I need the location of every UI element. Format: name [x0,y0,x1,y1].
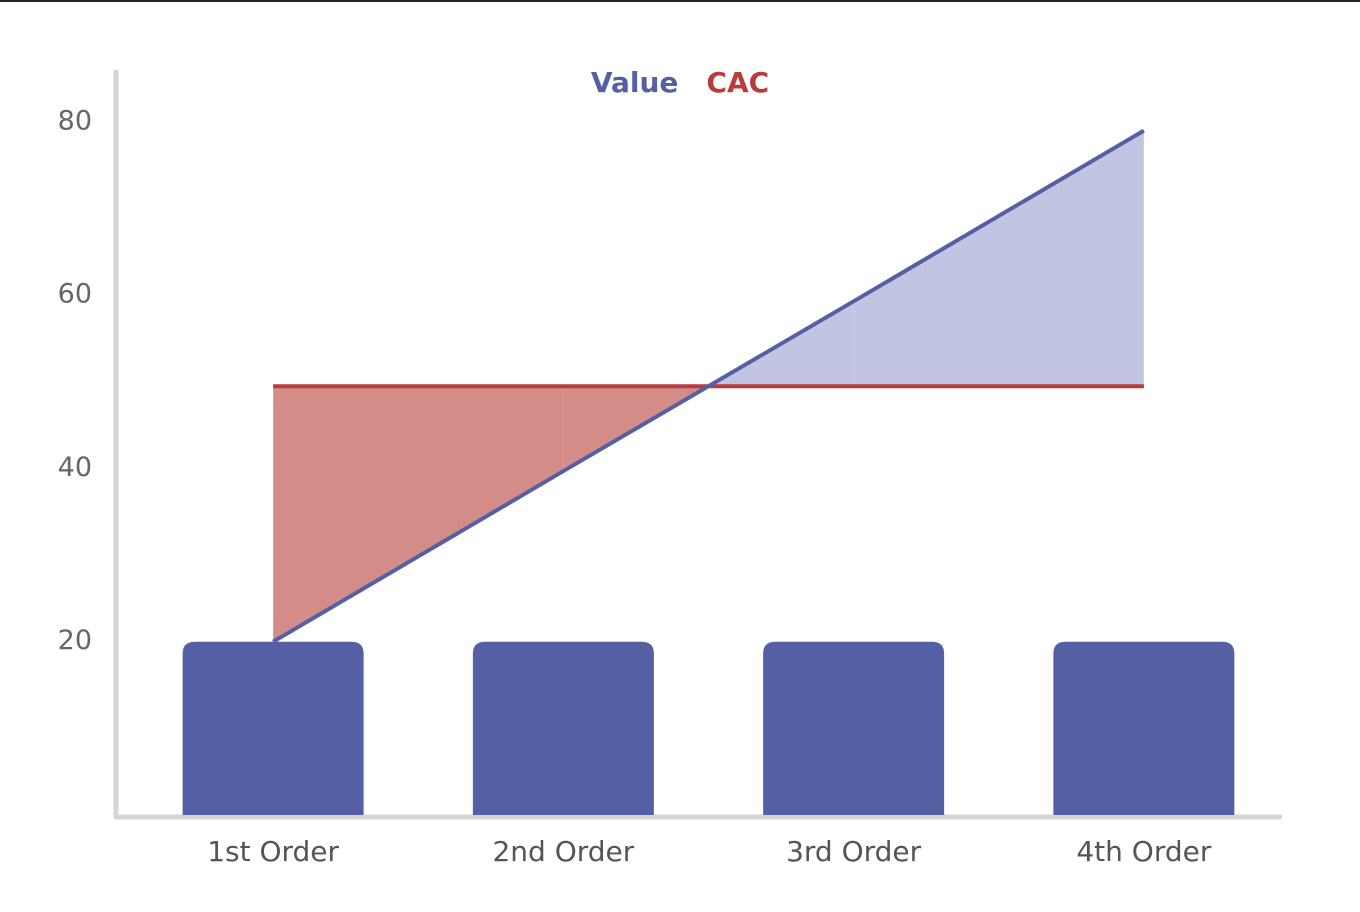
y-tick-label: 60 [58,279,92,310]
legend: Value CAC [591,66,769,99]
y-tick-label: 20 [58,625,92,656]
legend-entry: CAC [706,66,769,99]
x-tick-label: 3rd Order [786,835,922,868]
x-tick-label: 4th Order [1076,835,1211,868]
bar [763,641,945,815]
gap-area [853,130,1144,387]
bar [182,641,364,815]
y-tick-label: 80 [58,105,92,136]
x-tick-label: 1st Order [207,835,339,868]
x-tick-label: 2nd Order [492,835,634,868]
y-tick-label: 40 [58,452,92,483]
line [272,128,1145,644]
gap-area [273,386,564,642]
legend-entry: Value [591,66,679,99]
bar [1053,641,1235,815]
bar [472,641,654,815]
